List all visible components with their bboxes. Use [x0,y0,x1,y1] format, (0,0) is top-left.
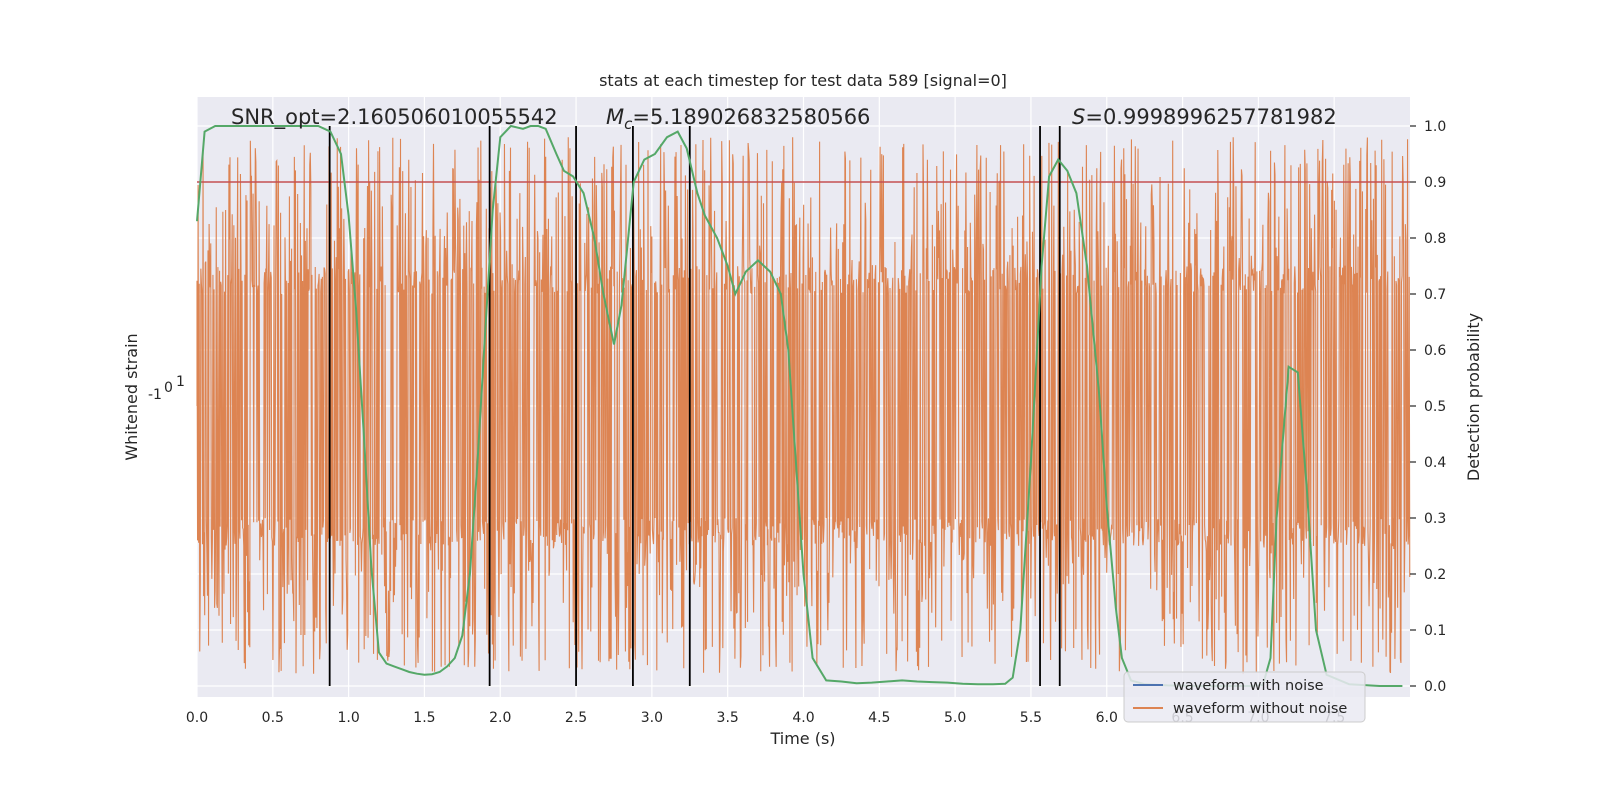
legend-box [1123,671,1366,723]
x-tick-label: 5.0 [944,710,966,726]
y-tick-label: 0.4 [1424,455,1446,471]
x-tick-label: 4.0 [792,710,814,726]
x-tick-label: 4.5 [868,710,890,726]
x-tick-label: 3.0 [641,710,663,726]
x-tick-label: 3.5 [717,710,739,726]
right-axis-ticks: 0.0 0.1 0.2 0.3 0.4 0.5 0.6 0.7 0.8 0.9 1.0 [1410,119,1446,695]
legend-label-waveform: waveform without noise [1173,701,1347,717]
y-tick-label: 0.2 [1424,567,1446,583]
left-axis-tick-labels: -1 0 1 [148,374,185,403]
legend-label-noise: waveform with noise [1173,678,1324,694]
x-tick-label: 5.5 [1020,710,1042,726]
chart-title: stats at each timestep for test data 589… [599,71,1007,90]
waveform-trace [196,137,1411,675]
y-tick-label: 0.7 [1424,287,1446,303]
x-tick-label: 2.0 [489,710,511,726]
y-tick-label: 0.3 [1424,511,1446,527]
y-tick-label: 1.0 [1424,119,1446,135]
s-symbol: S [1072,105,1085,129]
x-axis-label: Time (s) [769,729,835,748]
y-tick-label: 0.0 [1424,679,1446,695]
waveform-without-noise-series [196,137,1411,675]
chirp-mass-symbol: M [606,105,624,129]
legend: waveform with noise waveform without noi… [1123,671,1366,723]
y-tick-label: 0.8 [1424,231,1446,247]
right-axis-label: Detection probability [1464,313,1483,481]
y-tick-label: 0.1 [1424,623,1446,639]
left-tick-label: -1 [148,387,162,403]
chirp-mass-annotation: Mc=5.189026832580566 [606,105,870,133]
vertical-markers [328,126,1061,686]
x-tick-label: 0.5 [262,710,284,726]
chirp-mass-value: =5.189026832580566 [632,105,870,129]
x-tick-label: 6.0 [1096,710,1118,726]
x-tick-label: 1.0 [337,710,359,726]
left-tick-label: 1 [176,374,185,390]
x-tick-label: 0.0 [186,710,208,726]
y-tick-label: 0.9 [1424,175,1446,191]
left-axis-label: Whitened strain [122,333,141,460]
y-tick-label: 0.6 [1424,343,1446,359]
s-value: =0.9998996257781982 [1085,105,1336,129]
chirp-mass-subscript: c [624,115,633,133]
x-tick-label: 2.5 [565,710,587,726]
detection-probability-line [196,124,1403,687]
x-tick-label: 1.5 [413,710,435,726]
y-tick-label: 0.5 [1424,399,1446,415]
left-tick-label: 0 [164,380,173,396]
s-annotation: S=0.9998996257781982 [1072,105,1337,129]
snr-annotation: SNR_opt=2.160506010055542 [231,105,558,130]
